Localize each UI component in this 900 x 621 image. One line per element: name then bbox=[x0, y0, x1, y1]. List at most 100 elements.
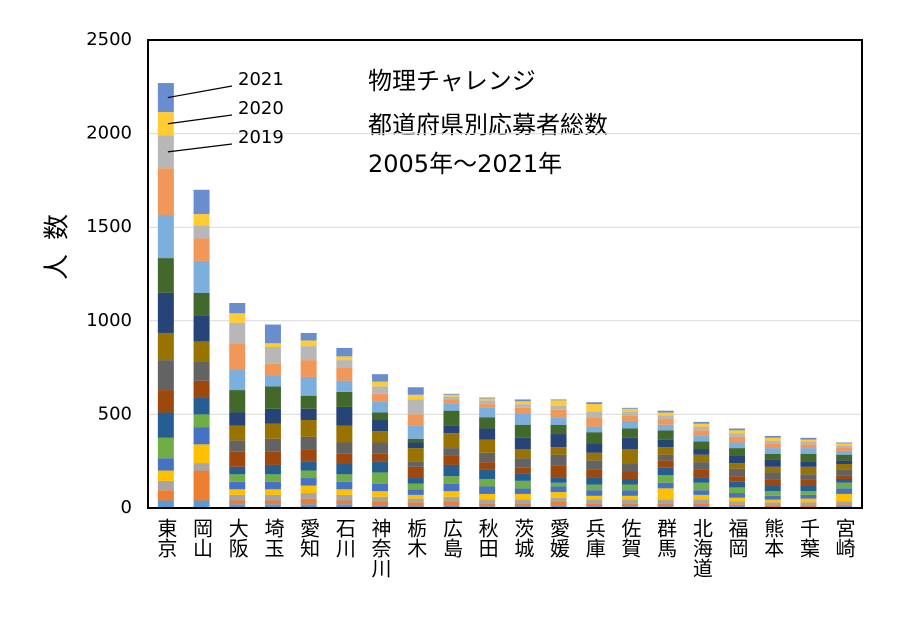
bar-segment bbox=[372, 496, 389, 502]
bar-segment bbox=[193, 238, 210, 261]
bar-segment bbox=[300, 420, 317, 437]
annotation-label: 2021 bbox=[238, 69, 284, 90]
bar-segment bbox=[621, 478, 638, 485]
bar-segment bbox=[372, 505, 389, 508]
x-tick-label: 大阪 bbox=[225, 518, 249, 558]
bar-segment bbox=[514, 503, 531, 507]
bar-segment bbox=[300, 498, 317, 505]
bar-segment bbox=[800, 448, 817, 454]
bar-segment bbox=[514, 480, 531, 489]
bar-segment bbox=[443, 396, 460, 400]
bar-segment bbox=[264, 500, 281, 505]
bar-segment bbox=[729, 476, 746, 482]
bar-segment bbox=[443, 425, 460, 434]
bar-segment bbox=[586, 432, 603, 444]
bar-segment bbox=[729, 442, 746, 449]
bar-segment bbox=[836, 447, 853, 451]
bar-segment bbox=[229, 369, 246, 391]
bar-segment bbox=[407, 387, 424, 395]
bar-segment bbox=[764, 466, 781, 473]
bar-segment bbox=[264, 347, 281, 364]
bar-segment bbox=[300, 332, 317, 341]
bar-segment bbox=[229, 440, 246, 452]
bar-segment bbox=[443, 399, 460, 404]
x-tick-label: 茨城 bbox=[511, 518, 535, 558]
bar-segment bbox=[157, 490, 174, 501]
bar-segment bbox=[729, 430, 746, 434]
bar-segment bbox=[514, 458, 531, 468]
bar-segment bbox=[550, 482, 567, 487]
bar-segment bbox=[693, 499, 710, 504]
bar-segment bbox=[657, 503, 674, 507]
bar-segment bbox=[157, 412, 174, 438]
bar-segment bbox=[800, 444, 817, 449]
bar-segment bbox=[336, 367, 353, 381]
bar-segment bbox=[372, 431, 389, 443]
bar-segment bbox=[229, 322, 246, 344]
bar-segment bbox=[621, 411, 638, 416]
bar-segment bbox=[479, 404, 496, 408]
bar-segment bbox=[800, 491, 817, 495]
chart-title: 2005年～2021年 bbox=[368, 150, 562, 178]
bar-segment bbox=[157, 292, 174, 333]
bar-segment bbox=[586, 469, 603, 478]
bar-segment bbox=[479, 493, 496, 500]
bar-segment bbox=[657, 499, 674, 504]
bar-segment bbox=[586, 484, 603, 491]
bar-segment bbox=[550, 399, 567, 401]
bar-segment bbox=[729, 504, 746, 507]
bar-segment bbox=[764, 453, 781, 460]
bar-segment bbox=[836, 464, 853, 470]
bar-segment bbox=[586, 402, 603, 405]
bar-segment bbox=[443, 476, 460, 484]
bar-segment bbox=[372, 412, 389, 421]
bar-segment bbox=[550, 424, 567, 435]
bar-segment bbox=[264, 489, 281, 495]
bar-segment bbox=[193, 397, 210, 415]
bar-segment bbox=[836, 450, 853, 455]
bar-segment bbox=[621, 484, 638, 491]
bar-segment bbox=[264, 474, 281, 482]
bar-segment bbox=[836, 504, 853, 507]
bar-segment bbox=[514, 499, 531, 504]
bar-segment bbox=[836, 454, 853, 461]
bar-segment bbox=[729, 448, 746, 456]
bar-segment bbox=[443, 394, 460, 397]
bar-segment bbox=[372, 461, 389, 473]
annotation-line bbox=[167, 85, 233, 99]
x-tick-label: 東京 bbox=[154, 518, 178, 558]
bar-segment bbox=[229, 425, 246, 441]
bar-segment bbox=[443, 501, 460, 506]
bar-segment bbox=[157, 112, 174, 136]
bar-segment bbox=[621, 490, 638, 496]
bar-segment bbox=[407, 399, 424, 415]
bar-segment bbox=[621, 437, 638, 450]
bar-segment bbox=[729, 455, 746, 464]
bar-segment bbox=[514, 437, 531, 450]
bar-segment bbox=[229, 481, 246, 490]
bar-segment bbox=[800, 485, 817, 492]
bar-segment bbox=[729, 481, 746, 488]
bar-segment bbox=[157, 480, 174, 491]
bar-segment bbox=[193, 380, 210, 398]
bar-segment bbox=[550, 501, 567, 506]
bar-segment bbox=[800, 439, 817, 442]
y-tick-label: 1000 bbox=[86, 310, 132, 331]
annotation-line bbox=[167, 143, 233, 153]
bar-segment bbox=[586, 426, 603, 433]
bar-segment bbox=[300, 408, 317, 421]
bar-segment bbox=[229, 390, 246, 413]
bar-segment bbox=[372, 374, 389, 382]
bar-segment bbox=[621, 449, 638, 465]
bar-segment bbox=[157, 390, 174, 413]
bar-segment bbox=[157, 437, 174, 459]
bar-segment bbox=[407, 414, 424, 426]
bar-segment bbox=[621, 428, 638, 438]
bar-segment bbox=[836, 478, 853, 483]
bar-segment bbox=[657, 412, 674, 416]
bar-segment bbox=[657, 424, 674, 431]
x-tick-label: 愛媛 bbox=[547, 518, 571, 558]
bar-segment bbox=[764, 440, 781, 444]
bar-segment bbox=[657, 460, 674, 468]
